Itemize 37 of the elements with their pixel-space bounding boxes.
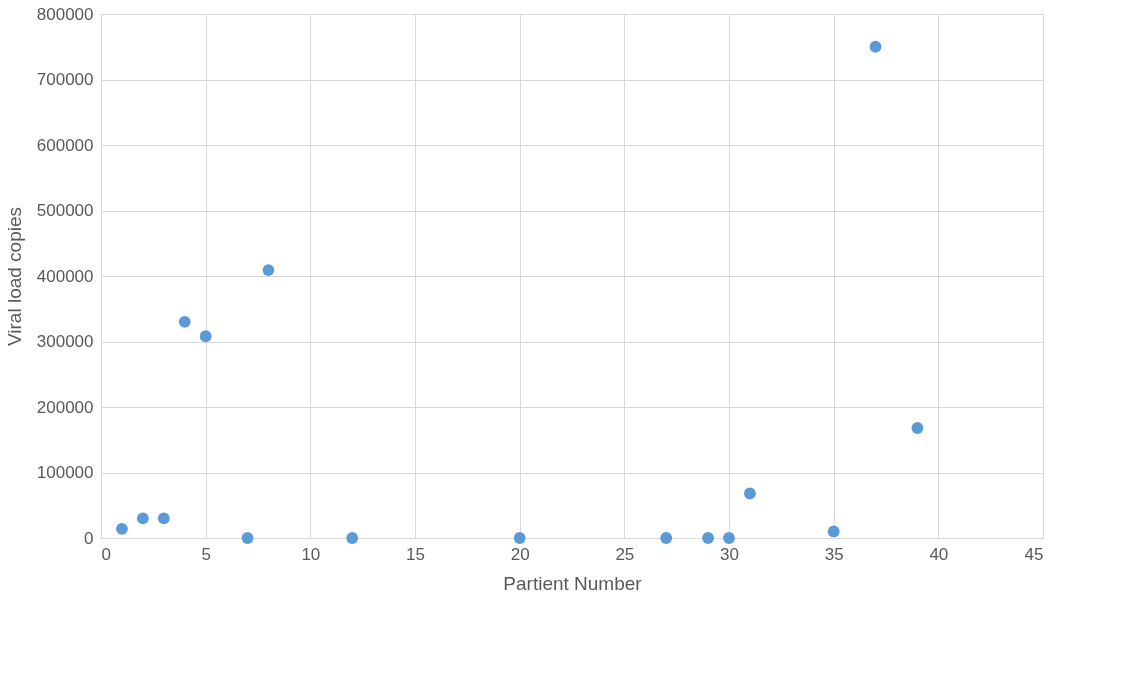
point xyxy=(178,315,191,328)
point xyxy=(199,330,212,343)
point xyxy=(660,532,673,544)
x-tick-label: 5 xyxy=(201,544,211,564)
x-tick-label: 30 xyxy=(720,544,739,564)
y-tick-label: 300000 xyxy=(36,332,94,351)
x-tick-label: 20 xyxy=(510,544,530,564)
y-tick-label: 700000 xyxy=(36,70,94,89)
y-tick-label: 800000 xyxy=(36,4,94,24)
y-tick-label: 200000 xyxy=(36,397,94,417)
point xyxy=(262,264,275,277)
y-tick-label: 0 xyxy=(84,528,94,548)
y-tick-label: 600000 xyxy=(36,135,94,155)
point xyxy=(136,512,149,525)
x-tick-label: 0 xyxy=(101,544,111,564)
x-tick-label: 45 xyxy=(1024,544,1044,564)
point xyxy=(827,525,840,538)
x-tick-label: 25 xyxy=(615,544,635,564)
x-tick-label: 35 xyxy=(824,544,844,564)
y-tick-label: 400000 xyxy=(36,266,94,286)
point xyxy=(346,532,359,544)
x-tick-label: 15 xyxy=(406,544,425,564)
x-axis-title: Partient Number xyxy=(503,572,643,594)
point xyxy=(702,532,714,544)
point xyxy=(241,532,254,544)
point xyxy=(744,487,756,500)
point xyxy=(157,512,170,525)
y-axis-title: Viral load copies xyxy=(3,206,25,347)
x-tick-label: 10 xyxy=(301,544,321,564)
point xyxy=(513,532,526,544)
point xyxy=(911,422,924,434)
point xyxy=(723,532,735,544)
point xyxy=(869,40,882,53)
x-tick-label: 40 xyxy=(929,544,949,564)
point xyxy=(116,522,128,535)
y-tick-label: 500000 xyxy=(36,201,94,220)
y-tick-label: 100000 xyxy=(36,463,94,482)
